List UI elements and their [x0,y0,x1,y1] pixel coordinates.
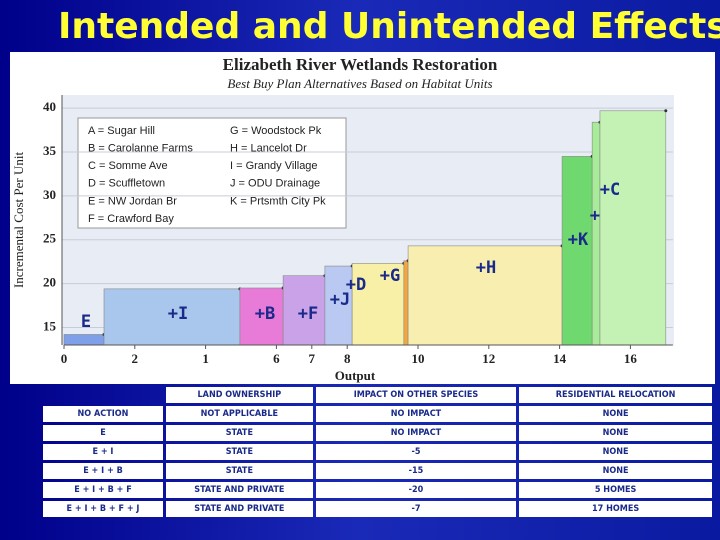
table-cell: NONE [519,444,712,460]
bar-label: +H [476,258,496,278]
table-cell: -20 [315,482,517,498]
table-cell: NO ACTION [43,406,163,422]
x-tick-label: 16 [624,351,638,366]
y-axis-label: Incremental Cost Per Unit [11,152,26,288]
table-cell: RESIDENTIAL RELOCATION [519,387,712,403]
table-cell: NO IMPACT [315,406,517,422]
x-tick-label: 12 [482,351,495,366]
bar [591,121,601,346]
effects-table: LAND OWNERSHIP IMPACT ON OTHER SPECIES RES… [40,384,715,520]
key-entry: I = Grandy Village [230,160,318,172]
bar-label: +K [568,230,589,250]
x-tick-label: 6 [273,351,280,366]
table-cell: E + I + B [43,463,163,479]
key-entry: C = Somme Ave [88,160,168,172]
table-cell: STATE AND PRIVATE [165,501,313,517]
table-row: E STATE NO IMPACT NONE [43,425,712,441]
key-entry: J = ODU Drainage [230,178,320,190]
key-entry: K = Prtsmth City Pk [230,195,326,207]
table-cell: -15 [315,463,517,479]
bar-label: +J [330,290,350,310]
table-cell: NO IMPACT [315,425,517,441]
chart-title: Elizabeth River Wetlands Restoration [223,55,498,74]
table-cell: E + I + B + F [43,482,163,498]
table-row: E + I + B STATE -15 NONE [43,463,712,479]
x-tick-label: 1 [202,351,209,366]
bar-label: +B [255,304,275,324]
table-cell: E [43,425,163,441]
table-cell: STATE [165,425,313,441]
key-entry: A = Sugar Hill [88,125,155,137]
y-tick-label: 40 [43,99,56,114]
x-tick-label: 8 [344,351,351,366]
table-cell [43,387,163,403]
table-cell: E + I + B + F + J [43,501,163,517]
x-tick-label: 14 [553,351,567,366]
table-row: E + I STATE -5 NONE [43,444,712,460]
bar-label: +I [168,304,188,324]
y-tick-label: 20 [43,275,56,290]
table-cell: STATE [165,444,313,460]
table-cell: E + I [43,444,163,460]
step-point [664,109,668,113]
key-entry: G = Woodstock Pk [230,125,322,137]
table-cell: NONE [519,463,712,479]
key-entry: F = Crawford Bay [88,213,174,225]
x-tick-label: 0 [61,351,68,366]
chart-subtitle: Best Buy Plan Alternatives Based on Habi… [227,76,492,91]
bar [351,263,405,346]
bar-label: +G [380,266,400,286]
y-tick-label: 35 [43,143,57,158]
bar [63,334,105,346]
table-row: NO ACTION NOT APPLICABLE NO IMPACT NONE [43,406,712,422]
y-tick-label: 25 [43,231,57,246]
x-tick-label: 2 [132,351,139,366]
y-tick-label: 15 [43,318,57,333]
bar [403,260,409,346]
bar [407,245,563,346]
bar [561,156,593,346]
bar [103,288,241,346]
table-row: LAND OWNERSHIP IMPACT ON OTHER SPECIES RES… [43,387,712,403]
table-cell: -5 [315,444,517,460]
table-cell: NOT APPLICABLE [165,406,313,422]
table-cell: NONE [519,406,712,422]
bar-label: +C [600,180,620,200]
x-axis-label: Output [335,368,376,383]
table-cell: IMPACT ON OTHER SPECIES [315,387,517,403]
key-entry: E = NW Jordan Br [88,195,177,207]
bar [324,265,353,346]
key-entry: D = Scuffletown [88,178,165,190]
y-tick-label: 30 [43,187,56,202]
key-box [77,117,347,229]
table-cell: STATE [165,463,313,479]
x-tick-label: 10 [412,351,425,366]
table-cell: -7 [315,501,517,517]
table-cell: NONE [519,425,712,441]
table-cell: STATE AND PRIVATE [165,482,313,498]
key-entry: B = Carolanne Farms [88,143,193,155]
table-row: E + I + B + F + J STATE AND PRIVATE -7 17 H… [43,501,712,517]
bar-label: +F [298,304,318,324]
bar-label: E [81,312,91,332]
bar-label: +D [346,275,366,295]
table-cell: 17 HOMES [519,501,712,517]
bar [599,110,667,346]
table-cell: LAND OWNERSHIP [165,387,313,403]
table-row: E + I + B + F STATE AND PRIVATE -20 5 HOMES [43,482,712,498]
x-tick-label: 7 [309,351,316,366]
slide-title: Intended and Unintended Effects [58,6,720,47]
table-cell: 5 HOMES [519,482,712,498]
bar [282,275,326,346]
key-entry: H = Lancelot Dr [230,143,307,155]
